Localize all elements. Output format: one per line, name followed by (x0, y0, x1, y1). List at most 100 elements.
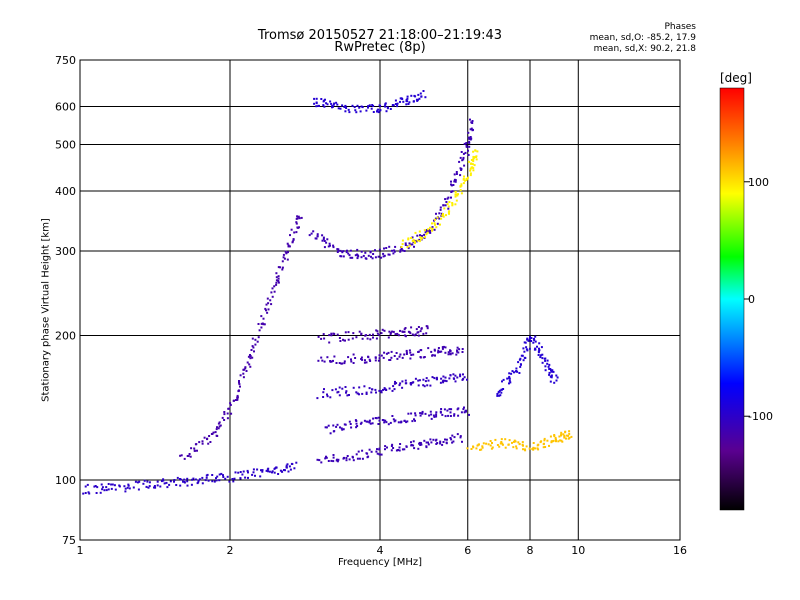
echo-point (426, 327, 429, 330)
echo-point (323, 99, 325, 102)
echo-point (286, 258, 289, 261)
echo-point (354, 357, 357, 359)
echo-point (348, 394, 350, 396)
echo-point (451, 434, 454, 437)
echo-point (448, 201, 451, 203)
echo-point (504, 446, 507, 449)
echo-point (404, 382, 407, 385)
echo-point (352, 353, 355, 356)
echo-point (423, 356, 426, 358)
echo-point (459, 373, 462, 376)
echo-point (427, 230, 430, 233)
echo-point (389, 359, 392, 361)
echo-point (538, 342, 541, 345)
echo-point (419, 330, 422, 333)
echo-point (329, 244, 331, 247)
echo-point (298, 217, 301, 220)
echo-point (356, 104, 359, 107)
echo-point (358, 457, 361, 460)
echo-point (460, 192, 463, 195)
echo-point (469, 169, 472, 172)
echo-point (359, 110, 362, 113)
echo-point (405, 421, 408, 424)
echo-point (160, 480, 163, 483)
echo-point (349, 249, 352, 252)
echo-point (444, 204, 447, 207)
echo-point (247, 471, 249, 474)
y-tick-label: 600 (55, 101, 76, 114)
echo-point (350, 358, 352, 361)
echo-point (320, 98, 323, 100)
echo-point (436, 222, 439, 225)
echo-point (405, 445, 408, 448)
echo-point (525, 346, 528, 349)
echo-point (327, 460, 330, 462)
echo-point (355, 111, 358, 114)
echo-point (408, 101, 411, 104)
echo-point (207, 479, 210, 482)
echo-point (553, 435, 556, 438)
echo-point (512, 446, 515, 449)
echo-point (422, 90, 425, 92)
echo-point (456, 350, 459, 353)
echo-point (345, 251, 348, 254)
echo-point (394, 419, 397, 422)
echo-point (460, 184, 463, 187)
colorbar-tick-label: 100 (748, 176, 769, 189)
echo-point (153, 485, 156, 487)
echo-point (399, 249, 402, 252)
echo-point (431, 376, 434, 379)
echo-point (423, 385, 426, 388)
echo-point (414, 419, 416, 422)
echo-point (295, 221, 298, 224)
echo-point (370, 255, 372, 258)
echo-point (347, 108, 350, 111)
echo-point (168, 483, 171, 486)
echo-point (430, 350, 433, 353)
echo-point (401, 380, 404, 383)
echo-point (442, 345, 445, 348)
echo-point (440, 350, 443, 353)
echo-point (549, 435, 552, 438)
echo-point (173, 480, 175, 483)
colorbar: [deg] 100 0 -100 (719, 71, 773, 511)
echo-point (419, 412, 422, 415)
echo-point (445, 201, 448, 203)
echo-point (448, 408, 451, 411)
echo-point (469, 162, 472, 165)
echo-point (413, 447, 416, 450)
echo-point (271, 287, 274, 290)
echo-point (456, 408, 459, 411)
echo-point (405, 349, 408, 352)
echo-point (555, 379, 558, 382)
echo-point (246, 361, 249, 364)
echo-point (508, 375, 511, 378)
echo-point (500, 438, 503, 441)
echo-point (267, 308, 270, 311)
echo-point (452, 373, 455, 376)
echo-point (275, 281, 278, 284)
echo-point (397, 334, 400, 337)
echo-point (418, 240, 421, 243)
echo-point (375, 391, 377, 394)
echo-point (548, 368, 551, 370)
echo-point (396, 332, 399, 335)
echo-point (383, 247, 385, 250)
y-tick-label: 100 (55, 474, 76, 487)
echo-point (142, 482, 145, 485)
echo-point (380, 332, 383, 335)
echo-point (96, 486, 99, 489)
echo-point (211, 480, 214, 483)
echo-point (553, 434, 556, 436)
echo-point (351, 256, 354, 259)
echo-point (348, 111, 351, 114)
echo-point (84, 485, 87, 488)
echo-point (427, 443, 430, 446)
echo-point (412, 353, 415, 356)
echo-point (453, 173, 456, 176)
echo-point (519, 365, 522, 368)
echo-point (453, 180, 456, 183)
echo-point (215, 479, 218, 482)
echo-point (439, 381, 442, 384)
echo-point (277, 281, 280, 284)
